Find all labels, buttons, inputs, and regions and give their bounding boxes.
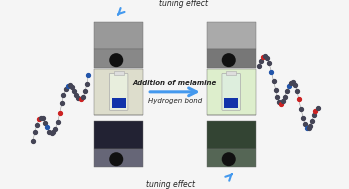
Text: tuning effect: tuning effect	[159, 0, 208, 8]
Bar	[207, 69, 255, 115]
Text: tuning effect: tuning effect	[146, 180, 195, 189]
Bar	[207, 121, 255, 149]
FancyBboxPatch shape	[222, 73, 240, 110]
Bar	[207, 149, 255, 167]
Circle shape	[109, 152, 123, 166]
Bar	[226, 71, 236, 75]
Bar	[94, 121, 143, 149]
Text: Addition of melamine: Addition of melamine	[133, 80, 217, 86]
FancyBboxPatch shape	[110, 73, 128, 110]
Bar	[207, 22, 255, 50]
Bar	[94, 149, 143, 167]
Bar	[94, 50, 143, 68]
Bar	[94, 22, 143, 50]
Circle shape	[222, 152, 236, 166]
Bar	[224, 98, 238, 108]
Circle shape	[109, 53, 123, 67]
Bar	[94, 69, 143, 115]
Circle shape	[222, 53, 236, 67]
Bar	[207, 50, 255, 68]
Bar	[114, 71, 124, 75]
Text: Hydrogen bond: Hydrogen bond	[148, 98, 202, 104]
Bar	[112, 98, 126, 108]
